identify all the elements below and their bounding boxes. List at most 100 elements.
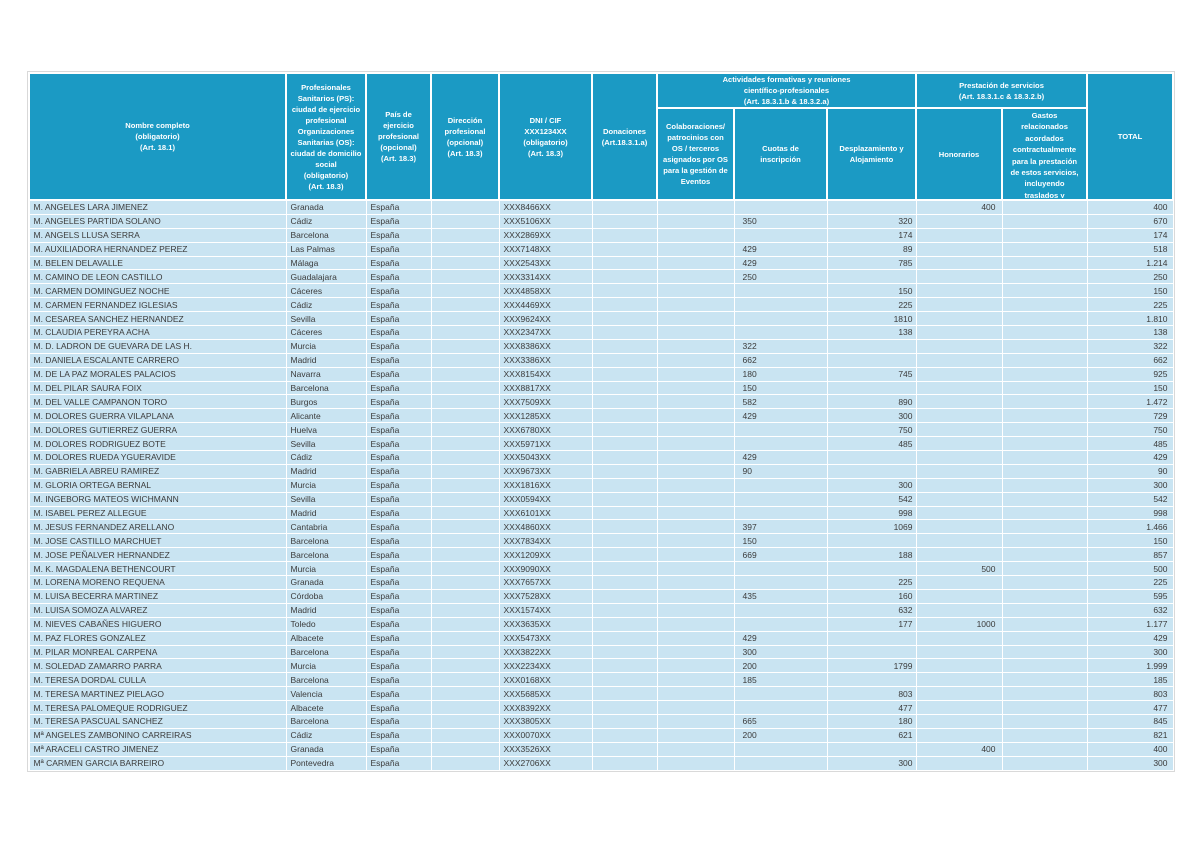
cell-honorarios (915, 311, 1003, 327)
cell-ciudad: Cáceres (285, 325, 367, 340)
cell-direccion (430, 463, 500, 479)
cell-cuotas: 429 (733, 630, 828, 646)
cell-desplazamiento (826, 644, 917, 660)
cell-direccion (430, 755, 500, 771)
cell-cuotas: 397 (733, 519, 828, 535)
table-row: M. DEL VALLE CAMPANON TORO Burgos España… (28, 394, 1174, 410)
cell-dni: XXX9090XX (498, 561, 593, 577)
cell-direccion (430, 533, 500, 549)
cell-honorarios (915, 283, 1003, 299)
cell-total: 845 (1086, 713, 1174, 729)
cell-total: 857 (1086, 547, 1174, 563)
cell-direccion (430, 588, 500, 604)
cell-total: 225 (1086, 575, 1174, 590)
cell-total: 485 (1086, 436, 1174, 452)
cell-gastos (1001, 672, 1088, 688)
cell-direccion (430, 547, 500, 563)
cell-direccion (430, 450, 500, 465)
cell-nombre: M. DEL VALLE CAMPANON TORO (28, 394, 287, 410)
table-row: M. INGEBORG MATEOS WICHMANN Sevilla Espa… (28, 491, 1174, 507)
cell-pais: España (365, 213, 432, 229)
table-row: M. CAMINO DE LEON CASTILLO Guadalajara E… (28, 269, 1174, 285)
cell-total: 925 (1086, 366, 1174, 382)
cell-desplazamiento: 785 (826, 255, 917, 271)
cell-dni: XXX6780XX (498, 422, 593, 438)
cell-gastos (1001, 561, 1088, 577)
cell-honorarios (915, 241, 1003, 257)
table-row: M. SOLEDAD ZAMARRO PARRA Murcia España X… (28, 658, 1174, 674)
col-header-dni: DNI / CIF XXX1234XX (obligatorio) (Art. … (498, 72, 593, 201)
table-row: Mª ARACELI CASTRO JIMENEZ Granada España… (28, 741, 1174, 757)
cell-cuotas (733, 686, 828, 702)
cell-desplazamiento (826, 199, 917, 215)
cell-honorarios (915, 366, 1003, 382)
cell-nombre: M. LUISA BECERRA MARTINEZ (28, 588, 287, 604)
cell-desplazamiento (826, 380, 917, 396)
cell-cuotas (733, 602, 828, 618)
table-row: M. CARMEN DOMINGUEZ NOCHE Cáceres España… (28, 283, 1174, 299)
cell-direccion (430, 227, 500, 243)
cell-nombre: M. JOSE CASTILLO MARCHUET (28, 533, 287, 549)
cell-total: 542 (1086, 491, 1174, 507)
col-header-direccion: Dirección profesional (opcional) (Art. 1… (430, 72, 500, 201)
cell-pais: España (365, 255, 432, 271)
cell-cuotas (733, 477, 828, 493)
cell-honorarios (915, 477, 1003, 493)
cell-donaciones (591, 269, 658, 285)
table-row: M. TERESA DORDAL CULLA Barcelona España … (28, 672, 1174, 688)
cell-total: 90 (1086, 463, 1174, 479)
cell-cuotas (733, 199, 828, 215)
cell-honorarios (915, 533, 1003, 549)
cell-ciudad: Barcelona (285, 533, 367, 549)
cell-honorarios (915, 255, 1003, 271)
cell-pais: España (365, 519, 432, 535)
cell-total: 998 (1086, 505, 1174, 521)
cell-desplazamiento: 1069 (826, 519, 917, 535)
cell-honorarios (915, 727, 1003, 743)
cell-donaciones (591, 686, 658, 702)
cell-gastos (1001, 477, 1088, 493)
cell-gastos (1001, 366, 1088, 382)
cell-cuotas: 662 (733, 352, 828, 368)
table-row: M. LUISA SOMOZA ALVAREZ Madrid España XX… (28, 602, 1174, 618)
cell-donaciones (591, 227, 658, 243)
cell-cuotas: 435 (733, 588, 828, 604)
cell-honorarios (915, 297, 1003, 313)
cell-honorarios (915, 672, 1003, 688)
cell-direccion (430, 658, 500, 674)
cell-dni: XXX3635XX (498, 616, 593, 632)
cell-colaboraciones (656, 519, 735, 535)
cell-pais: España (365, 561, 432, 577)
cell-honorarios: 400 (915, 741, 1003, 757)
cell-honorarios (915, 713, 1003, 729)
cell-nombre: M. TERESA MARTINEZ PIELAGO (28, 686, 287, 702)
cell-nombre: M. DOLORES RUEDA YGUERAVIDE (28, 450, 287, 465)
col-header-honorarios: Honorarios (915, 107, 1003, 201)
cell-dni: XXX5971XX (498, 436, 593, 452)
cell-ciudad: Toledo (285, 616, 367, 632)
cell-gastos (1001, 547, 1088, 563)
cell-honorarios: 1000 (915, 616, 1003, 632)
cell-ciudad: Albacete (285, 630, 367, 646)
cell-direccion (430, 519, 500, 535)
cell-cuotas (733, 422, 828, 438)
cell-total: 477 (1086, 700, 1174, 715)
cell-ciudad: Cádiz (285, 213, 367, 229)
cell-dni: XXX8392XX (498, 700, 593, 715)
cell-dni: XXX1816XX (498, 477, 593, 493)
cell-cuotas (733, 311, 828, 327)
cell-nombre: M. AUXILIADORA HERNANDEZ PEREZ (28, 241, 287, 257)
cell-pais: España (365, 199, 432, 215)
cell-honorarios (915, 575, 1003, 590)
cell-dni: XXX4858XX (498, 283, 593, 299)
table-row: M. PAZ FLORES GONZALEZ Albacete España X… (28, 630, 1174, 646)
cell-gastos (1001, 213, 1088, 229)
cell-total: 250 (1086, 269, 1174, 285)
cell-total: 429 (1086, 450, 1174, 465)
cell-nombre: M. CLAUDIA PEREYRA ACHA (28, 325, 287, 340)
cell-dni: XXX9673XX (498, 463, 593, 479)
cell-direccion (430, 602, 500, 618)
cell-direccion (430, 241, 500, 257)
cell-pais: España (365, 741, 432, 757)
cell-nombre: M. PAZ FLORES GONZALEZ (28, 630, 287, 646)
